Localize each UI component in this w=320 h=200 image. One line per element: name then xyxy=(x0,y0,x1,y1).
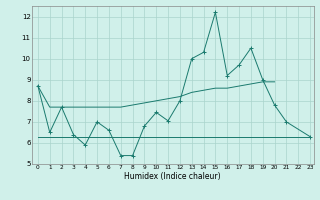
X-axis label: Humidex (Indice chaleur): Humidex (Indice chaleur) xyxy=(124,172,221,181)
